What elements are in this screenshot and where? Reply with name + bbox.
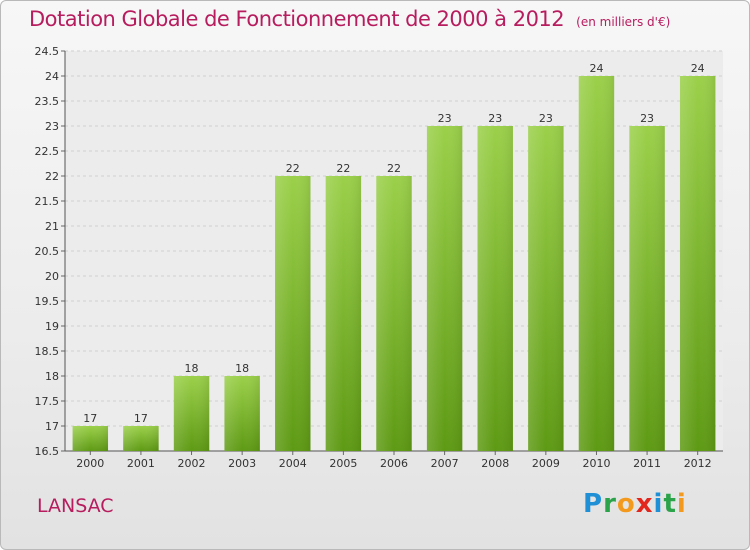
logo-letter: t — [663, 489, 677, 519]
bar-shade — [679, 76, 716, 451]
bar-value-label: 22 — [336, 162, 350, 175]
bar-shade — [426, 126, 463, 451]
bar-value-label: 23 — [539, 112, 553, 125]
y-tick-label: 17 — [45, 420, 59, 433]
logo-letter: i — [676, 489, 687, 519]
bar-shade — [629, 126, 665, 451]
y-tick-label: 18.5 — [35, 345, 60, 358]
y-tick-label: 23.5 — [35, 95, 60, 108]
x-tick-label: 2009 — [532, 457, 560, 470]
y-tick-label: 21 — [45, 220, 59, 233]
x-tick-label: 2011 — [633, 457, 661, 470]
bar-shade — [275, 176, 311, 451]
bar-value-label: 18 — [185, 362, 199, 375]
y-tick-label: 19.5 — [35, 295, 60, 308]
y-tick-label: 24.5 — [35, 45, 60, 58]
x-tick-label: 2000 — [76, 457, 104, 470]
bar-value-label: 24 — [691, 62, 705, 75]
y-tick-label: 18 — [45, 370, 59, 383]
x-tick-label: 2001 — [127, 457, 155, 470]
bar-shade — [578, 76, 615, 451]
x-tick-label: 2005 — [329, 457, 357, 470]
y-tick-label: 20.5 — [35, 245, 60, 258]
bar-value-label: 17 — [83, 412, 97, 425]
axis-layer: 16.5 17 17.5 18 18.5 19 19.5 20 20.5 21 21.5 22 22.5… — [35, 45, 723, 470]
bar-value-label: 22 — [286, 162, 300, 175]
bar-value-label: 23 — [640, 112, 654, 125]
x-tick-label: 2004 — [279, 457, 307, 470]
bar-shade — [325, 176, 362, 451]
bar-layer — [72, 76, 716, 451]
bar-shade — [528, 126, 564, 451]
bar-value-label: 18 — [235, 362, 249, 375]
y-tick-label: 17.5 — [35, 395, 60, 408]
chart-subtitle: (en milliers d'€) — [576, 15, 671, 29]
bar-shade — [173, 376, 210, 451]
bar-value-label: 22 — [387, 162, 401, 175]
bar-shade — [123, 426, 159, 451]
x-tick-label: 2010 — [582, 457, 610, 470]
logo-letter: P — [583, 489, 604, 519]
x-tick-label: 2012 — [684, 457, 712, 470]
label-layer: 17 17 18 18 22 22 22 23 23 23 24 23 24 — [83, 62, 704, 425]
proxiti-logo[interactable]: Proxiti — [583, 489, 687, 519]
y-tick-label: 22.5 — [35, 145, 60, 158]
chart-title: Dotation Globale de Fonctionnement de 20… — [29, 7, 670, 31]
y-tick-label: 16.5 — [35, 445, 60, 458]
bar-shade — [72, 426, 109, 451]
x-tick-label: 2006 — [380, 457, 408, 470]
x-tick-label: 2002 — [178, 457, 206, 470]
x-tick-label: 2007 — [431, 457, 459, 470]
y-tick-label: 20 — [45, 270, 59, 283]
commune-name: LANSAC — [37, 495, 114, 517]
y-tick-label: 21.5 — [35, 195, 60, 208]
bar-value-label: 24 — [589, 62, 603, 75]
logo-letter: o — [616, 489, 636, 519]
bar-shade — [376, 176, 412, 451]
logo-letter: x — [635, 489, 654, 519]
bar-shade — [477, 126, 513, 451]
logo-letter: r — [603, 489, 617, 519]
y-tick-label: 23 — [45, 120, 59, 133]
bar-value-label: 23 — [438, 112, 452, 125]
y-tick-label: 24 — [45, 70, 59, 83]
y-tick-label: 19 — [45, 320, 59, 333]
y-tick-label: 22 — [45, 170, 59, 183]
chart-title-text: Dotation Globale de Fonctionnement de 20… — [29, 7, 565, 31]
x-tick-label: 2003 — [228, 457, 256, 470]
bar-value-label: 23 — [488, 112, 502, 125]
x-tick-label: 2008 — [481, 457, 509, 470]
logo-letter: i — [653, 489, 664, 519]
bar-shade — [224, 376, 260, 451]
bar-value-label: 17 — [134, 412, 148, 425]
